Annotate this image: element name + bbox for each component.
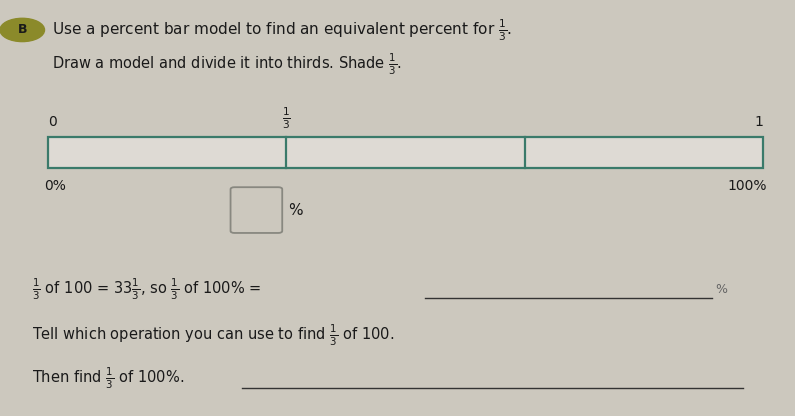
Text: 1: 1 <box>754 115 763 129</box>
Text: $\frac{1}{3}$ of 100 = 33$\frac{1}{3}$, so $\frac{1}{3}$ of 100% =: $\frac{1}{3}$ of 100 = 33$\frac{1}{3}$, … <box>32 277 263 302</box>
Text: 100%: 100% <box>727 179 767 193</box>
Text: $\frac{1}{3}$: $\frac{1}{3}$ <box>281 106 291 131</box>
Circle shape <box>0 18 45 42</box>
Text: Tell which operation you can use to find $\frac{1}{3}$ of 100.: Tell which operation you can use to find… <box>32 322 394 347</box>
Text: Use a percent bar model to find an equivalent percent for $\frac{1}{3}$.: Use a percent bar model to find an equiv… <box>52 17 512 43</box>
Text: B: B <box>17 23 27 37</box>
Text: Draw a model and divide it into thirds. Shade $\frac{1}{3}$.: Draw a model and divide it into thirds. … <box>52 52 401 77</box>
FancyBboxPatch shape <box>231 187 282 233</box>
Text: Then find $\frac{1}{3}$ of 100%.: Then find $\frac{1}{3}$ of 100%. <box>32 366 184 391</box>
Bar <box>48 137 763 168</box>
Text: %: % <box>716 282 727 296</box>
Text: 0%: 0% <box>44 179 66 193</box>
Text: 0: 0 <box>48 115 56 129</box>
Text: %: % <box>288 203 302 218</box>
